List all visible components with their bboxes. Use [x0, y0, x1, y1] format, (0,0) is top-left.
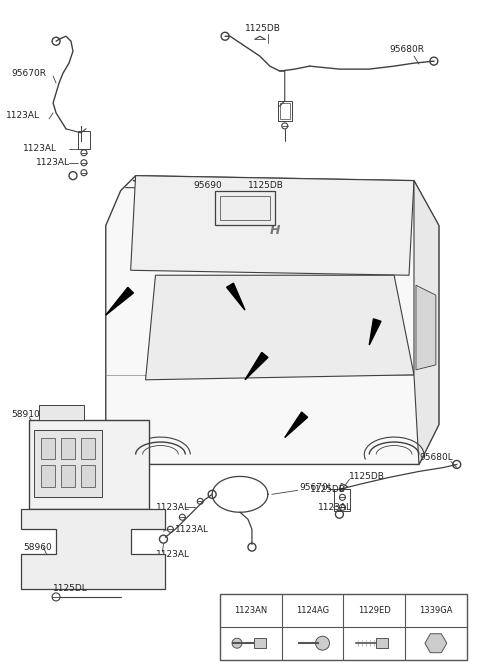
Bar — [34, 429, 102, 497]
Polygon shape — [131, 176, 414, 275]
Text: H: H — [270, 224, 280, 237]
Text: 1123AL: 1123AL — [23, 145, 57, 153]
Text: 1125DB: 1125DB — [245, 24, 281, 33]
Bar — [41, 466, 55, 487]
Text: 1125DB: 1125DB — [310, 485, 346, 494]
Bar — [335, 489, 350, 511]
Polygon shape — [145, 275, 414, 380]
Polygon shape — [21, 509, 166, 589]
Polygon shape — [285, 412, 308, 438]
Text: 58910B: 58910B — [12, 410, 46, 419]
Circle shape — [136, 559, 156, 579]
Text: 1123AL: 1123AL — [156, 503, 190, 512]
Text: 1129ED: 1129ED — [358, 606, 391, 615]
Bar — [81, 466, 95, 487]
Polygon shape — [106, 176, 439, 464]
Circle shape — [315, 636, 329, 650]
Circle shape — [31, 559, 51, 579]
Text: 1123AL: 1123AL — [175, 524, 209, 534]
Bar — [41, 438, 55, 460]
Bar — [81, 438, 95, 460]
Circle shape — [431, 638, 441, 648]
Polygon shape — [106, 288, 133, 315]
Text: 95670L: 95670L — [300, 483, 334, 492]
Bar — [29, 419, 148, 509]
Polygon shape — [245, 353, 268, 380]
Bar — [220, 195, 270, 221]
Text: 58960: 58960 — [23, 543, 52, 552]
Text: 95680R: 95680R — [389, 45, 424, 54]
Text: 95680L: 95680L — [419, 453, 453, 462]
Polygon shape — [227, 283, 245, 310]
Bar — [376, 638, 388, 648]
Bar — [254, 638, 266, 648]
Text: 1124AG: 1124AG — [296, 606, 329, 615]
Text: 1339GA: 1339GA — [419, 606, 453, 615]
Circle shape — [232, 638, 242, 648]
Bar — [280, 103, 290, 119]
Bar — [61, 466, 75, 487]
Bar — [220, 594, 467, 660]
Text: 95670R: 95670R — [12, 69, 47, 78]
Circle shape — [116, 460, 126, 470]
Bar — [215, 191, 275, 225]
Text: 1123AL: 1123AL — [36, 158, 70, 167]
Text: 1123AL: 1123AL — [318, 503, 351, 512]
Bar — [78, 131, 90, 149]
Text: 1125DB: 1125DB — [248, 181, 284, 190]
Bar — [61, 438, 75, 460]
Bar — [278, 101, 292, 121]
Polygon shape — [369, 319, 381, 345]
Bar — [39, 405, 84, 419]
Text: 1123AN: 1123AN — [234, 606, 267, 615]
Circle shape — [107, 450, 134, 478]
Circle shape — [97, 441, 144, 488]
Text: 95690: 95690 — [193, 181, 222, 190]
Polygon shape — [414, 181, 439, 464]
Text: 1125DL: 1125DL — [53, 585, 88, 593]
Text: 1123AL: 1123AL — [6, 112, 40, 120]
Text: 1125DB: 1125DB — [349, 472, 385, 481]
Text: 1123AL: 1123AL — [156, 550, 190, 559]
Polygon shape — [416, 285, 436, 370]
